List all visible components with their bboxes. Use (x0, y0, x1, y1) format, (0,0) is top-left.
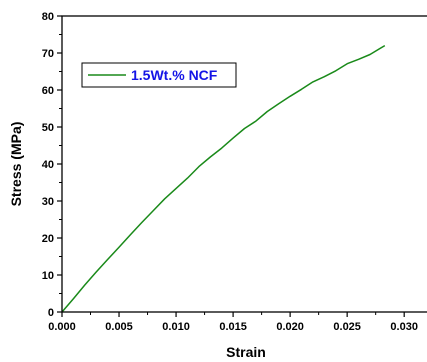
x-tick-label: 0.025 (333, 321, 361, 333)
y-tick-label: 40 (42, 159, 54, 171)
plot-frame (61, 15, 427, 313)
x-tick-label: 0.015 (219, 321, 247, 333)
y-tick-label: 60 (42, 85, 54, 97)
y-tick-label: 50 (42, 122, 54, 134)
x-tick-label: 0.005 (105, 321, 133, 333)
y-tick-label: 0 (48, 307, 54, 319)
y-tick-label: 80 (42, 11, 54, 23)
axes: 0.000 0.005 0.010 0.015 0.020 0.025 0.030 0 10 20… (42, 11, 427, 333)
legend-label: 1.5Wt.% NCF (131, 67, 218, 83)
y-tick-label: 70 (42, 48, 54, 60)
y-tick-label: 20 (42, 233, 54, 245)
y-tick-label: 10 (42, 270, 54, 282)
x-tick-label: 0.010 (162, 321, 190, 333)
plot-area (61, 44, 386, 313)
x-tick-label: 0.000 (48, 321, 76, 333)
x-tick-label: 0.020 (276, 321, 304, 333)
y-tick-label: 30 (42, 196, 54, 208)
x-axis-title: Strain (226, 344, 266, 360)
series-line (61, 44, 386, 313)
x-tick-label: 0.030 (390, 321, 418, 333)
legend: 1.5Wt.% NCF (81, 62, 237, 88)
y-axis-title: Stress (MPa) (8, 122, 24, 207)
